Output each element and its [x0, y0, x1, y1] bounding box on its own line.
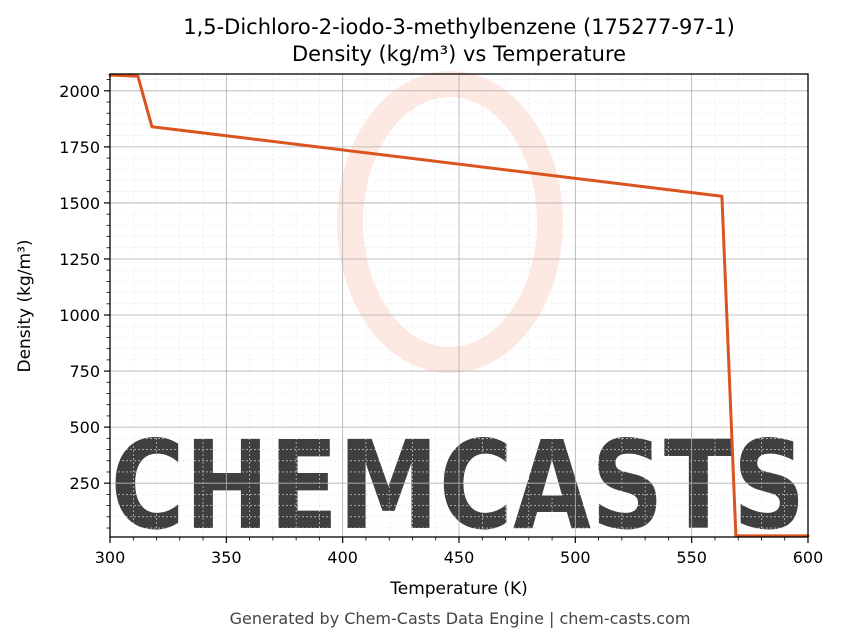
y-tick-label: 500 [69, 418, 100, 437]
y-tick-label: 2000 [59, 82, 100, 101]
footer-credit: Generated by Chem-Casts Data Engine | ch… [230, 609, 691, 628]
chart-subtitle: Density (kg/m³) vs Temperature [292, 42, 626, 66]
x-tick-label: 600 [793, 548, 824, 567]
axis-ticks [104, 79, 809, 543]
y-tick-label: 1750 [59, 138, 100, 157]
watermark-logo-ring [337, 71, 563, 373]
y-tick-labels: 250 500 750 1000 1250 1500 1750 2000 [59, 82, 100, 493]
density-series-line [108, 73, 810, 538]
x-tick-label: 300 [95, 548, 126, 567]
chart-title: 1,5-Dichloro-2-iodo-3-methylbenzene (175… [183, 15, 735, 39]
x-tick-labels: 300 350 400 450 500 550 600 [95, 548, 824, 567]
x-tick-label: 550 [676, 548, 707, 567]
y-tick-label: 1000 [59, 306, 100, 325]
x-tick-label: 350 [211, 548, 242, 567]
watermark-text: CHEMCASTS [111, 415, 806, 557]
x-tick-label: 500 [560, 548, 591, 567]
chemcasts-watermark: CHEMCASTS [111, 71, 806, 557]
x-tick-label: 400 [327, 548, 358, 567]
y-tick-label: 750 [69, 362, 100, 381]
y-axis-label: Density (kg/m³) [15, 239, 35, 372]
y-tick-label: 1250 [59, 250, 100, 269]
x-tick-label: 450 [444, 548, 475, 567]
y-tick-label: 1500 [59, 194, 100, 213]
series-group [108, 73, 810, 538]
x-axis-label: Temperature (K) [389, 579, 528, 599]
y-tick-label: 250 [69, 474, 100, 493]
